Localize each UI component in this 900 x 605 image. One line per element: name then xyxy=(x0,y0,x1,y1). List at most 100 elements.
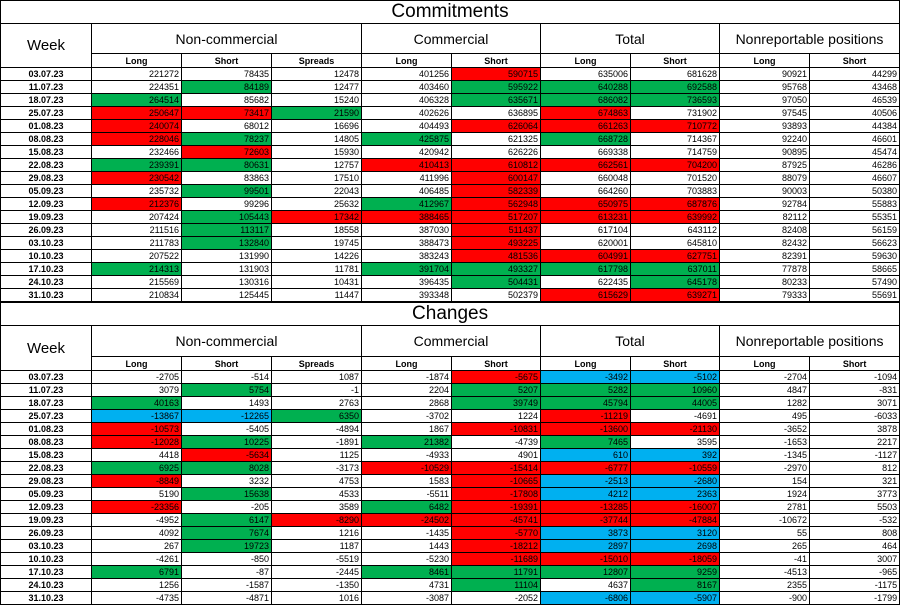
value-cell: 77878 xyxy=(719,262,810,276)
value-cell: 210834 xyxy=(91,288,182,302)
column-header: Long xyxy=(361,356,452,371)
week-cell: 12.09.23 xyxy=(0,197,92,211)
value-cell: 4847 xyxy=(719,383,810,397)
value-cell: -15414 xyxy=(451,461,541,475)
value-cell: 1087 xyxy=(271,370,362,384)
value-cell: -965 xyxy=(808,565,900,579)
week-cell: 31.10.23 xyxy=(0,288,92,302)
value-cell: 21382 xyxy=(361,435,452,449)
table-row: 24.10.23 1256 -1587 -1350 4731 11104 4637 8167 2… xyxy=(0,578,900,592)
value-cell: 25632 xyxy=(271,197,362,211)
value-cell: -4894 xyxy=(271,422,362,436)
value-cell: -1587 xyxy=(181,578,272,592)
value-cell: 97050 xyxy=(719,93,810,107)
value-cell: 230542 xyxy=(91,171,182,185)
value-cell: 9259 xyxy=(630,565,720,579)
value-cell: 131990 xyxy=(181,249,272,263)
value-cell: 687876 xyxy=(630,197,720,211)
value-cell: 92784 xyxy=(719,197,810,211)
value-cell: 701520 xyxy=(630,171,720,185)
value-cell: 40163 xyxy=(91,396,182,410)
value-cell: 240074 xyxy=(91,119,182,133)
value-cell: 504431 xyxy=(451,275,541,289)
total-header: Total xyxy=(540,23,720,54)
value-cell: 8167 xyxy=(630,578,720,592)
value-cell: 68012 xyxy=(181,119,272,133)
value-cell: -21130 xyxy=(630,422,720,436)
table-row: 18.07.23 40163 1493 2763 2868 39749 45794 44005… xyxy=(0,396,900,410)
value-cell: -6806 xyxy=(540,591,631,605)
value-cell: -1094 xyxy=(808,370,900,384)
value-cell: 79333 xyxy=(719,288,810,302)
value-cell: 620001 xyxy=(540,236,631,250)
value-cell: 595922 xyxy=(451,80,541,94)
value-cell: 590715 xyxy=(451,67,541,81)
table-row: 08.08.23 -12028 10225 -1891 21382 -4739 7465 35… xyxy=(0,435,900,449)
value-cell: 82112 xyxy=(719,210,810,224)
value-cell: 703883 xyxy=(630,184,720,198)
value-cell: -514 xyxy=(181,370,272,384)
value-cell: 2217 xyxy=(808,435,900,449)
value-cell: 207424 xyxy=(91,210,182,224)
week-cell: 18.07.23 xyxy=(0,396,92,410)
value-cell: 495 xyxy=(719,409,810,423)
value-cell: -87 xyxy=(181,565,272,579)
value-cell: 10431 xyxy=(271,275,362,289)
value-cell: 212376 xyxy=(91,197,182,211)
value-cell: 1282 xyxy=(719,396,810,410)
week-cell: 01.08.23 xyxy=(0,119,92,133)
value-cell: 4901 xyxy=(451,448,541,462)
value-cell: -4933 xyxy=(361,448,452,462)
value-cell: 410413 xyxy=(361,158,452,172)
table-row: 29.08.23 -8849 3232 4753 1583 -10665 -2513 -268… xyxy=(0,474,900,488)
week-cell: 15.08.23 xyxy=(0,448,92,462)
value-cell: -2705 xyxy=(91,370,182,384)
value-cell: -13600 xyxy=(540,422,631,436)
value-cell: 704200 xyxy=(630,158,720,172)
value-cell: 3232 xyxy=(181,474,272,488)
value-cell: 1583 xyxy=(361,474,452,488)
value-cell: 44384 xyxy=(809,119,900,133)
table-row: 22.08.23 239391 80631 12757 410413 610812 6625… xyxy=(0,158,900,172)
value-cell: 2355 xyxy=(719,578,810,592)
section-title: Changes xyxy=(0,302,900,326)
value-cell: 635006 xyxy=(540,67,631,81)
week-cell: 26.09.23 xyxy=(0,526,92,540)
value-cell: 637011 xyxy=(630,262,720,276)
week-cell: 29.08.23 xyxy=(0,171,92,185)
value-cell: 660048 xyxy=(540,171,631,185)
table-row: 26.09.23 4092 7674 1216 -1435 -5770 3873 3120 55… xyxy=(0,526,900,540)
value-cell: 224351 xyxy=(91,80,182,94)
value-cell: -1127 xyxy=(808,448,900,462)
value-cell: 661263 xyxy=(540,119,631,133)
column-header: Short xyxy=(630,53,720,68)
value-cell: 710772 xyxy=(630,119,720,133)
value-cell: -10665 xyxy=(451,474,541,488)
value-cell: -23356 xyxy=(91,500,182,514)
table-row: 24.10.23 215569 130316 10431 396435 504431 622… xyxy=(0,275,900,289)
value-cell: 59630 xyxy=(809,249,900,263)
value-cell: -10529 xyxy=(361,461,452,475)
value-cell: -10831 xyxy=(451,422,541,436)
value-cell: -4952 xyxy=(91,513,182,527)
value-cell: 3878 xyxy=(808,422,900,436)
week-cell: 24.10.23 xyxy=(0,275,92,289)
table-row: 31.10.23 -4735 -4871 1016 -3087 -2052 -6806 -59… xyxy=(0,591,900,605)
value-cell: 57490 xyxy=(809,275,900,289)
week-cell: 10.10.23 xyxy=(0,552,92,566)
value-cell: 14226 xyxy=(271,249,362,263)
value-cell: 645810 xyxy=(630,236,720,250)
table-row: 29.08.23 230542 83863 17510 411996 600147 6600… xyxy=(0,171,900,185)
table-row: 12.09.23 212376 99296 25632 412967 562948 6509… xyxy=(0,197,900,211)
value-cell: 88079 xyxy=(719,171,810,185)
value-cell: 511437 xyxy=(451,223,541,237)
value-cell: -2052 xyxy=(451,591,541,605)
value-cell: -4735 xyxy=(91,591,182,605)
value-cell: -5102 xyxy=(630,370,720,384)
value-cell: 99501 xyxy=(181,184,272,198)
value-cell: 11447 xyxy=(271,288,362,302)
value-cell: -2680 xyxy=(630,474,720,488)
value-cell: 12807 xyxy=(540,565,631,579)
value-cell: -4513 xyxy=(719,565,810,579)
